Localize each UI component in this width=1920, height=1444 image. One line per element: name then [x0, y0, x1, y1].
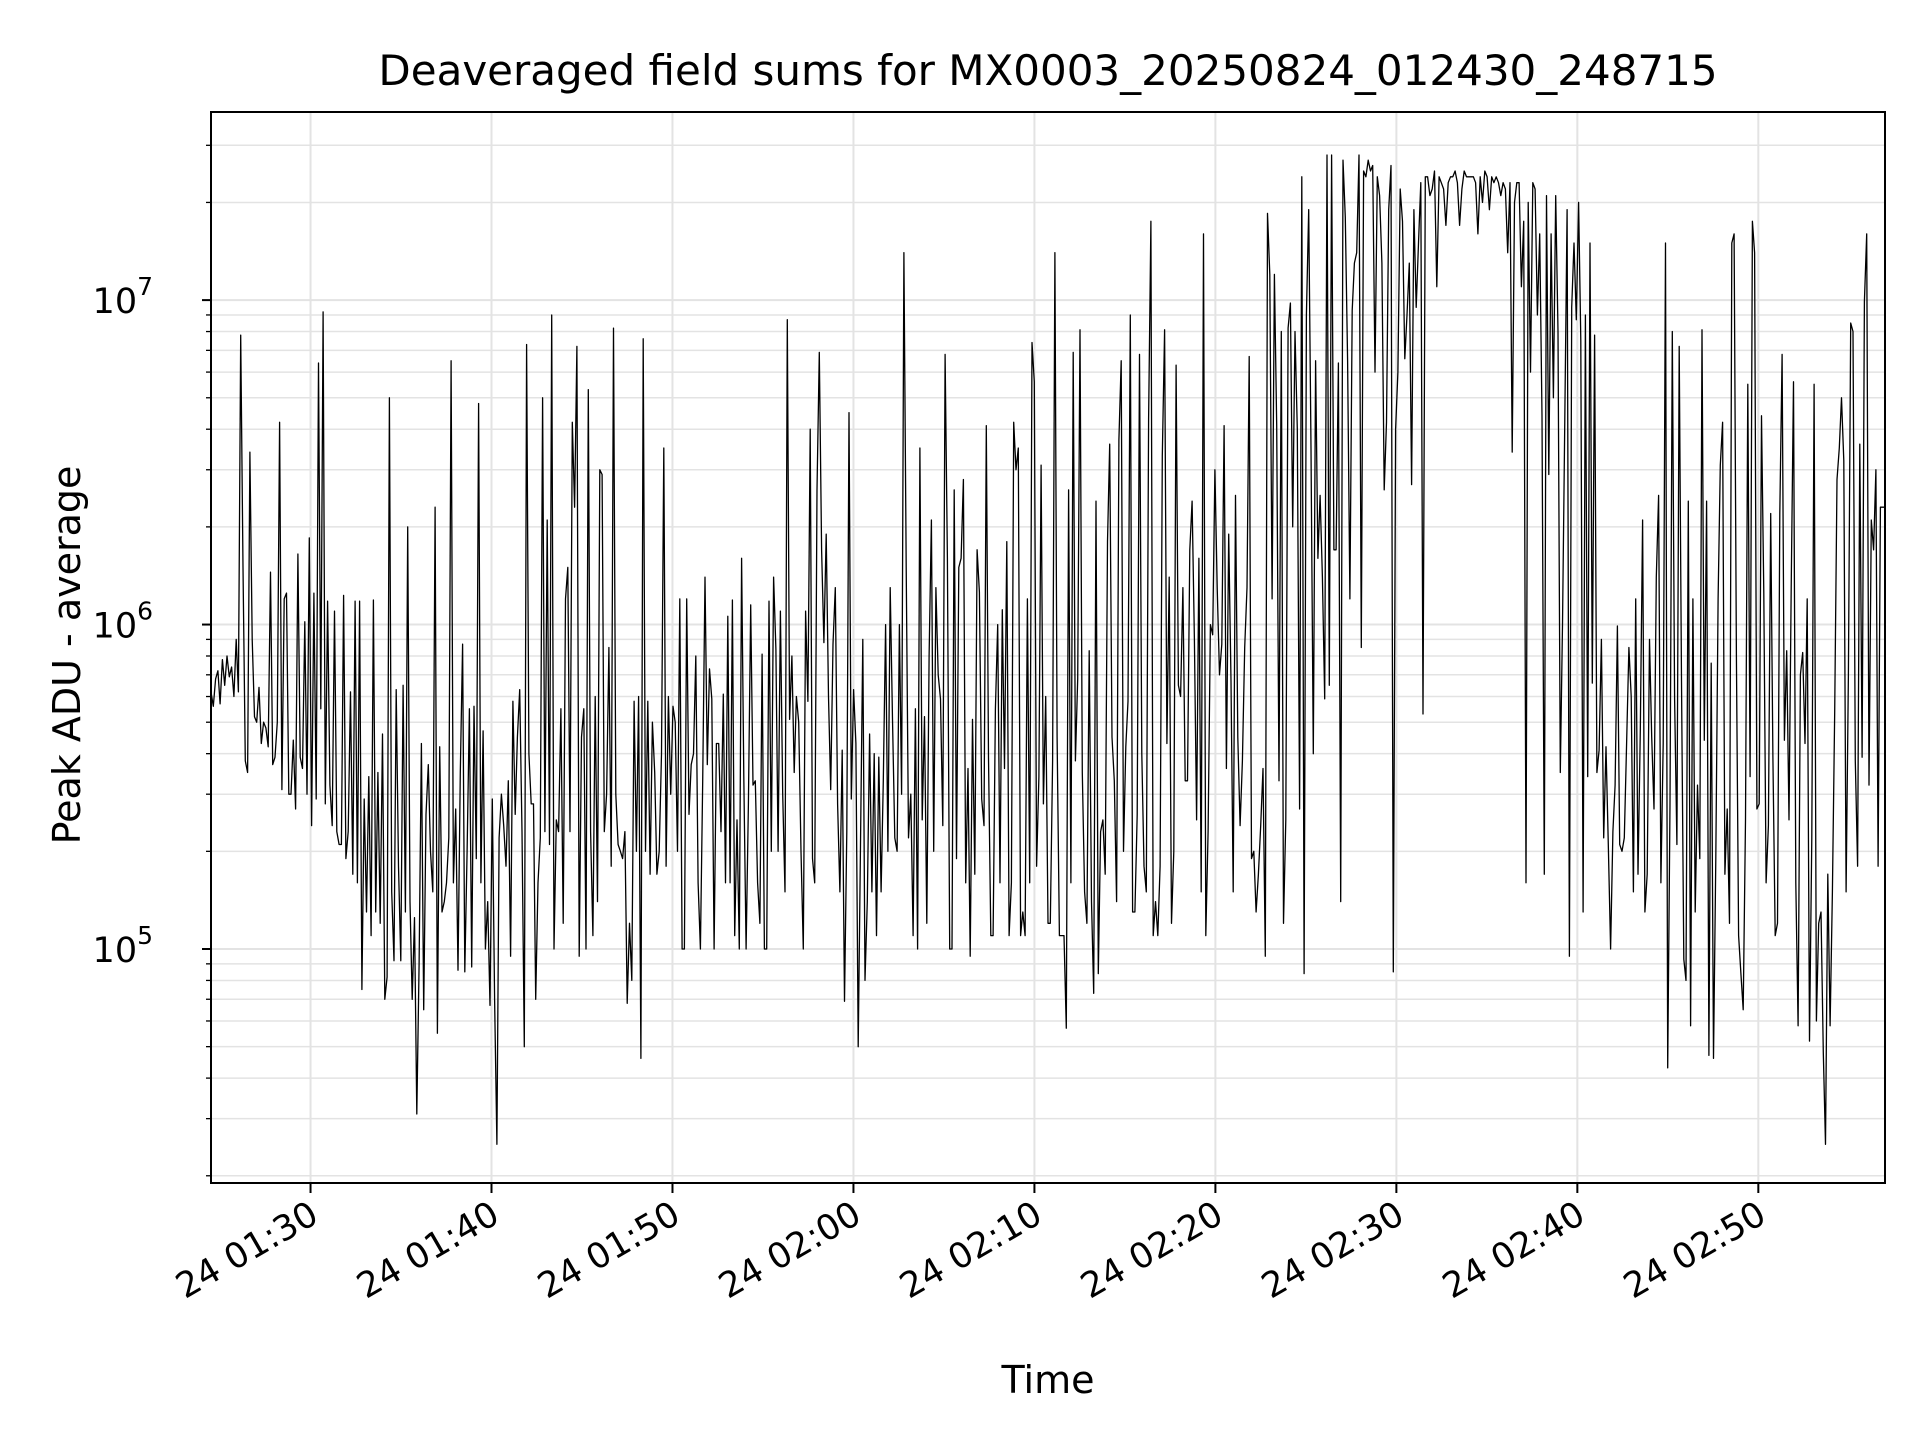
plot-area — [210, 154, 1885, 1145]
series-line — [210, 154, 1885, 1145]
x-axis-label: Time — [1001, 1358, 1095, 1402]
y-axis-label: Peak ADU - average — [45, 466, 89, 845]
plot-frame — [210, 111, 1886, 1184]
y-tick-label: 105 — [93, 921, 153, 971]
chart-title: Deaveraged field sums for MX0003_2025082… — [378, 46, 1717, 95]
y-tick-label: 106 — [93, 597, 153, 647]
y-tick-label: 107 — [93, 272, 153, 322]
